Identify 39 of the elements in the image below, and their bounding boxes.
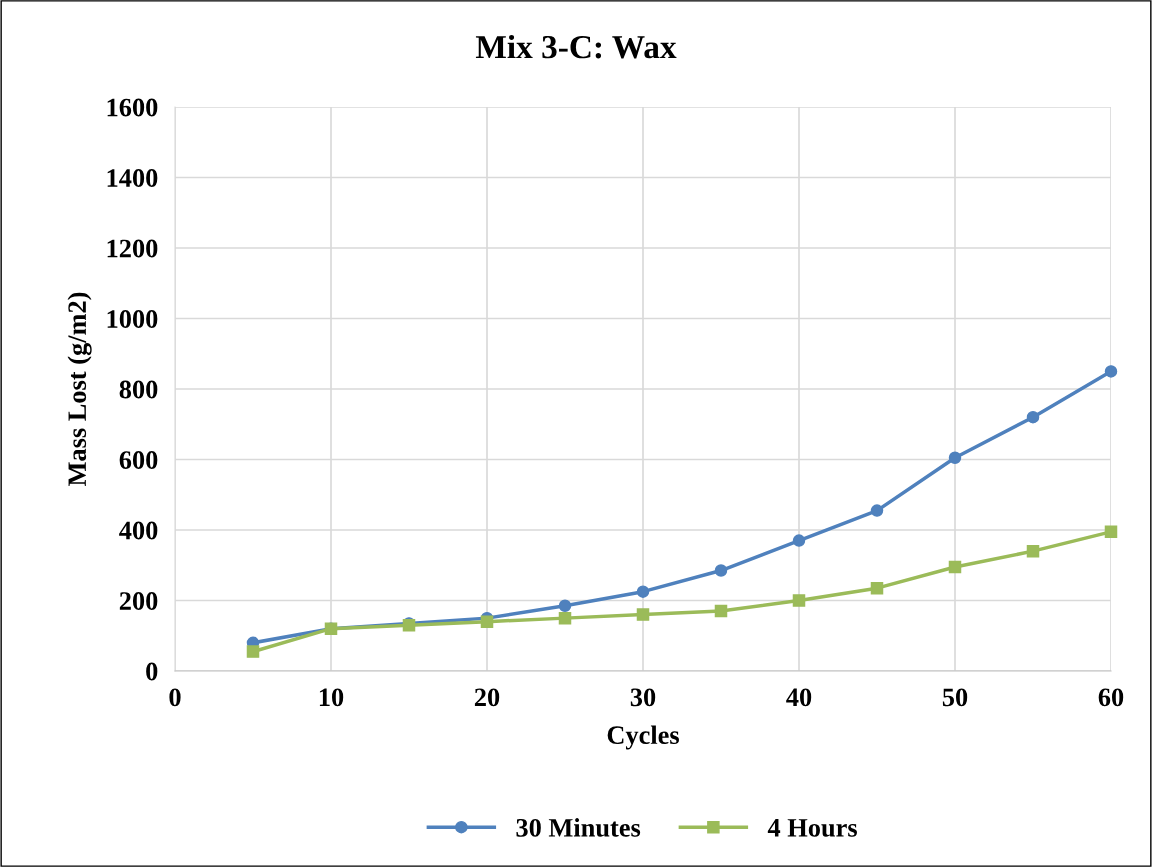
x-tick-label: 20 [474, 688, 500, 707]
point [792, 534, 806, 547]
point [480, 615, 494, 628]
chart-title: Mix 3-C: Wax [475, 34, 677, 59]
point [870, 504, 884, 517]
x-tick-label: 40 [786, 688, 812, 707]
point [948, 451, 962, 464]
y-tick-label: 600 [119, 451, 158, 469]
point [558, 611, 572, 625]
legend-label: 4 Hours [767, 819, 857, 837]
point [1104, 525, 1118, 539]
y-axis-title: Mass Lost (g/m2) [67, 292, 92, 487]
legend-label: 30 Minutes [516, 818, 641, 837]
point [870, 581, 884, 595]
x-tick-label: 50 [942, 688, 968, 707]
y-tick-label: 1000 [107, 310, 158, 328]
y-tick-label: 0 [146, 662, 158, 681]
point [1104, 365, 1118, 378]
point [948, 560, 962, 574]
point [714, 564, 728, 577]
point [636, 608, 650, 621]
x-tick-label: 30 [630, 688, 656, 707]
y-tick-label: 1600 [107, 98, 158, 117]
x-axis-title: Cycles [607, 725, 679, 750]
point [246, 645, 260, 658]
point [558, 599, 572, 613]
x-tick-label: 60 [1098, 688, 1124, 707]
point [714, 604, 728, 618]
x-tick-label: 0 [169, 688, 181, 707]
y-tick-label: 400 [119, 521, 158, 540]
x-tick-label: 10 [319, 688, 344, 707]
point [1026, 410, 1040, 424]
y-tick-label: 1200 [107, 239, 158, 258]
y-tick-label: 800 [119, 380, 158, 399]
point [636, 585, 650, 598]
y-tick-label: 200 [119, 592, 158, 610]
point [1026, 544, 1040, 558]
y-tick-label: 1400 [107, 169, 158, 187]
point [792, 594, 806, 607]
